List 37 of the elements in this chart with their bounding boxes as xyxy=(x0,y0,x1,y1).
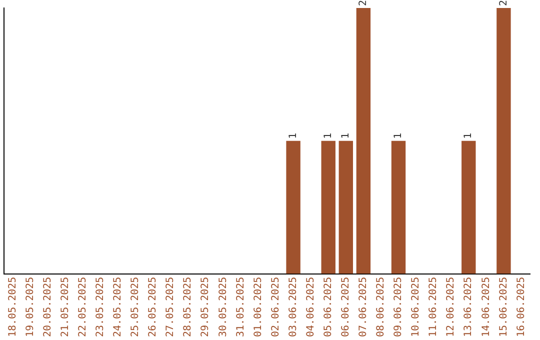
x-tick-label: 30.05.2025 xyxy=(218,276,229,338)
data-label: 2 xyxy=(358,0,370,6)
data-label: 1 xyxy=(463,132,474,139)
data-label: 1 xyxy=(288,132,299,139)
x-tick-label: 13.06.2025 xyxy=(463,276,474,338)
x-tick-label: 01.06.2025 xyxy=(252,276,264,338)
x-tick-label: 10.06.2025 xyxy=(410,276,422,338)
x-tick-label: 19.05.2025 xyxy=(24,276,36,338)
data-label: 1 xyxy=(322,132,334,139)
data-label: 1 xyxy=(393,132,404,139)
x-tick-label: 16.06.2025 xyxy=(516,276,527,338)
x-tick-label: 26.05.2025 xyxy=(148,276,159,338)
x-tick-label: 20.05.2025 xyxy=(42,276,54,338)
x-tick-label: 12.06.2025 xyxy=(446,276,457,338)
x-tick-label: 24.05.2025 xyxy=(112,276,124,338)
x-tick-label: 02.06.2025 xyxy=(270,276,282,338)
x-tick-label: 11.06.2025 xyxy=(428,276,440,338)
x-tick-label: 09.06.2025 xyxy=(393,276,404,338)
x-tick-label: 06.06.2025 xyxy=(340,276,352,338)
data-label: 2 xyxy=(498,0,510,6)
x-tick-label: 23.05.2025 xyxy=(95,276,106,338)
x-tick-label: 27.05.2025 xyxy=(165,276,176,338)
x-tick-label: 31.05.2025 xyxy=(235,276,246,338)
x-tick-label: 25.05.2025 xyxy=(130,276,142,338)
data-label: 1 xyxy=(340,132,352,139)
x-tick-label: 29.05.2025 xyxy=(200,276,212,338)
x-tick-label: 03.06.2025 xyxy=(288,276,299,338)
x-tick-label: 14.06.2025 xyxy=(480,276,492,338)
x-tick-label: 22.05.2025 xyxy=(77,276,88,338)
x-tick-label: 04.06.2025 xyxy=(305,276,316,338)
x-tick-label: 07.06.2025 xyxy=(358,276,370,338)
x-tick-label: 08.06.2025 xyxy=(376,276,387,338)
x-tick-label: 18.05.2025 xyxy=(7,276,18,338)
x-tick-label: 05.06.2025 xyxy=(322,276,334,338)
x-tick-label: 21.05.2025 xyxy=(60,276,71,338)
x-tick-label: 28.05.2025 xyxy=(182,276,194,338)
x-tick-label: 15.06.2025 xyxy=(498,276,510,338)
